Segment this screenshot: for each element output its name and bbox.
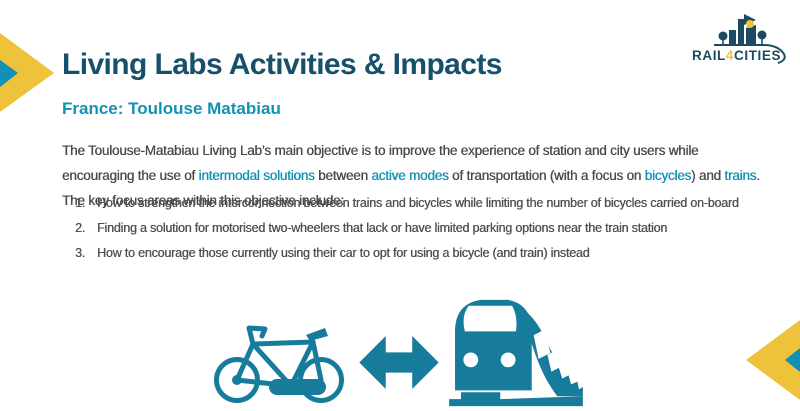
left-teal-arrow-icon <box>0 60 18 87</box>
highlight-bicycles: bicycles <box>644 167 692 183</box>
rail4cities-logo: RAIL4CITIES <box>692 14 786 64</box>
item-text: How to encourage those currently using t… <box>97 246 590 260</box>
objectives-list: 1. How to strengthen the interconnection… <box>75 196 795 271</box>
train-front-icon <box>449 299 584 407</box>
item-number: 1. <box>75 196 86 210</box>
highlight-trains: trains <box>724 167 757 183</box>
intro-text: . The key focus areas within this object… <box>62 167 760 208</box>
item-number: 2. <box>75 221 86 235</box>
highlight-intermodal-solutions: intermodal solutions <box>198 167 315 183</box>
logo-text-four: 4 <box>726 48 734 63</box>
intro-text: between <box>314 167 372 183</box>
logo-text-cities: CITIES <box>734 48 781 63</box>
intro-paragraph: The Toulouse-Matabiau Living Lab’s main … <box>62 138 770 213</box>
intro-text: ) and <box>691 167 725 183</box>
city-skyline-icon <box>718 14 767 45</box>
rail-swoosh-icon <box>714 44 786 64</box>
left-accent-decoration <box>0 33 54 112</box>
list-item: 2. Finding a solution for motorised two-… <box>75 221 795 235</box>
logo-text: RAIL4CITIES <box>692 48 781 63</box>
item-number: 3. <box>75 246 86 260</box>
intro-text: The Toulouse-Matabiau Living Lab’s main … <box>62 142 699 183</box>
bicycle-icon <box>214 325 344 403</box>
sun-dot-icon <box>746 20 754 28</box>
double-arrow-icon <box>359 336 439 389</box>
list-item: 1. How to strengthen the interconnection… <box>75 196 795 210</box>
page-title: Living Labs Activities & Impacts <box>62 48 502 81</box>
section-subtitle: France: Toulouse Matabiau <box>62 99 281 118</box>
left-yellow-arrow-icon <box>0 33 54 112</box>
logo-text-rail: RAIL <box>692 48 726 63</box>
right-yellow-arrow-icon <box>746 320 800 400</box>
item-text: Finding a solution for motorised two-whe… <box>97 221 667 235</box>
intro-text: of transportation (with a focus on <box>448 167 645 183</box>
right-teal-arrow-icon <box>785 348 800 372</box>
right-accent-decoration <box>746 320 800 400</box>
highlight-active-modes: active modes <box>371 167 449 183</box>
item-text: How to strengthen the interconnection be… <box>97 196 739 210</box>
list-item: 3. How to encourage those currently usin… <box>75 246 795 260</box>
